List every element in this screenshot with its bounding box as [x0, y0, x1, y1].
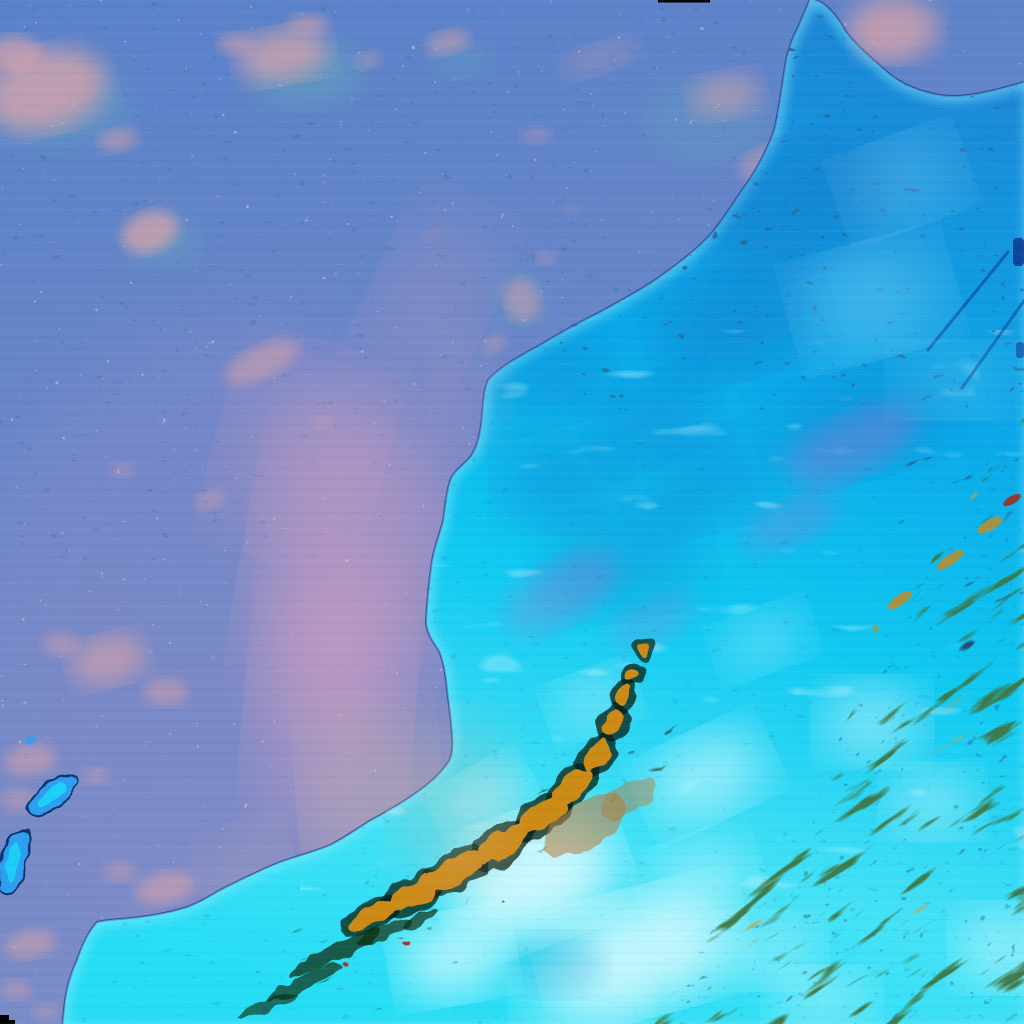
ridge-sw-speckle	[197, 861, 526, 1024]
sw-dark-streaks	[238, 908, 437, 1019]
red-speck	[342, 960, 350, 966]
magenta-haze-group	[506, 404, 919, 650]
scan-artifacts: Black scan-line artifacts at top edge an…	[0, 0, 710, 1024]
red-speck	[404, 938, 412, 944]
ridge-segment	[345, 900, 395, 932]
white-cloud	[845, 139, 959, 225]
islands-group: Small bright-blue offshore islands	[0, 738, 78, 897]
white-cloud	[896, 346, 1008, 414]
ridge-segment	[516, 797, 566, 837]
gold-dash	[888, 590, 912, 610]
magenta-haze	[743, 492, 841, 552]
ridge-segment	[637, 643, 649, 655]
white-cloud	[801, 248, 943, 352]
scan-artifact-top	[658, 0, 710, 3]
wadi-line	[926, 250, 1010, 352]
gold-dash	[936, 549, 964, 571]
white-cloud	[718, 609, 808, 671]
ridge-segment	[582, 739, 612, 771]
ridge-segment	[627, 669, 639, 683]
magenta-haze	[609, 594, 695, 650]
island-highlight	[3, 842, 21, 882]
edge-dark-notch	[1016, 342, 1024, 358]
coastal-haze	[852, 22, 912, 62]
coastal-haze	[434, 330, 506, 446]
edge-dark-notch	[1013, 238, 1024, 266]
mountains-bottom-right: Dark green and ochre rugged highlands in…	[652, 410, 1024, 1024]
dark-streak	[238, 991, 298, 1019]
magenta-haze	[506, 551, 618, 633]
magenta-haze	[785, 404, 919, 486]
slate-cloud-shadow	[515, 935, 605, 995]
ridge-speckle-texture	[652, 410, 1024, 1024]
dark-streak	[263, 964, 341, 1002]
island	[24, 738, 36, 746]
ridge-segment	[601, 710, 625, 736]
ridge-segment	[614, 686, 632, 706]
ridge-brown-patch	[599, 780, 655, 820]
dark-streak	[403, 908, 437, 928]
red-dash	[1003, 493, 1021, 507]
coastal-haze	[392, 715, 512, 885]
dark-streak	[355, 919, 411, 947]
white-cloud	[646, 837, 754, 923]
ridge-segment	[553, 769, 593, 805]
gold-dash	[977, 516, 1003, 534]
landmass-group: Bright cyan desert landmass	[61, 0, 1024, 1024]
scan-artifact-corner	[0, 1015, 15, 1024]
island-highlight	[38, 783, 66, 807]
